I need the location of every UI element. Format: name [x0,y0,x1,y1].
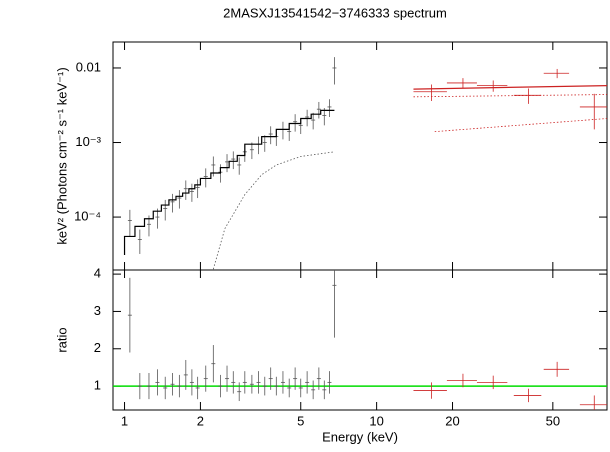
x-axis-label: Energy (keV) [322,429,398,444]
plot-area [123,57,607,270]
model-line [123,109,335,255]
x-tick-label: 50 [546,413,560,428]
y-axis-label: ratio [54,327,69,352]
y-tick-label: 2 [94,340,101,355]
y-tick-label: 10⁻⁴ [74,209,101,224]
x-tick-label: 5 [297,413,304,428]
plot-area [113,270,607,410]
model-line [413,85,607,90]
y-tick-label: 1 [94,378,101,393]
x-tick-label: 1 [121,413,128,428]
y-axis-label: keV² (Photons cm⁻² s⁻¹ keV⁻¹) [54,67,69,244]
plot-frame [112,41,608,271]
x-tick-label: 10 [369,413,383,428]
x-tick-label: 2 [197,413,204,428]
x-tick-label: 20 [445,413,459,428]
y-tick-label: 10⁻³ [75,134,101,149]
model-line [212,151,335,270]
y-tick-label: 0.01 [76,59,101,74]
model-line [413,94,607,98]
plot-frame [112,269,608,411]
chart-title: 2MASXJ13541542−3746333 spectrum [223,5,447,20]
y-tick-label: 3 [94,303,101,318]
y-tick-label: 4 [94,266,101,281]
model-line [434,118,607,133]
